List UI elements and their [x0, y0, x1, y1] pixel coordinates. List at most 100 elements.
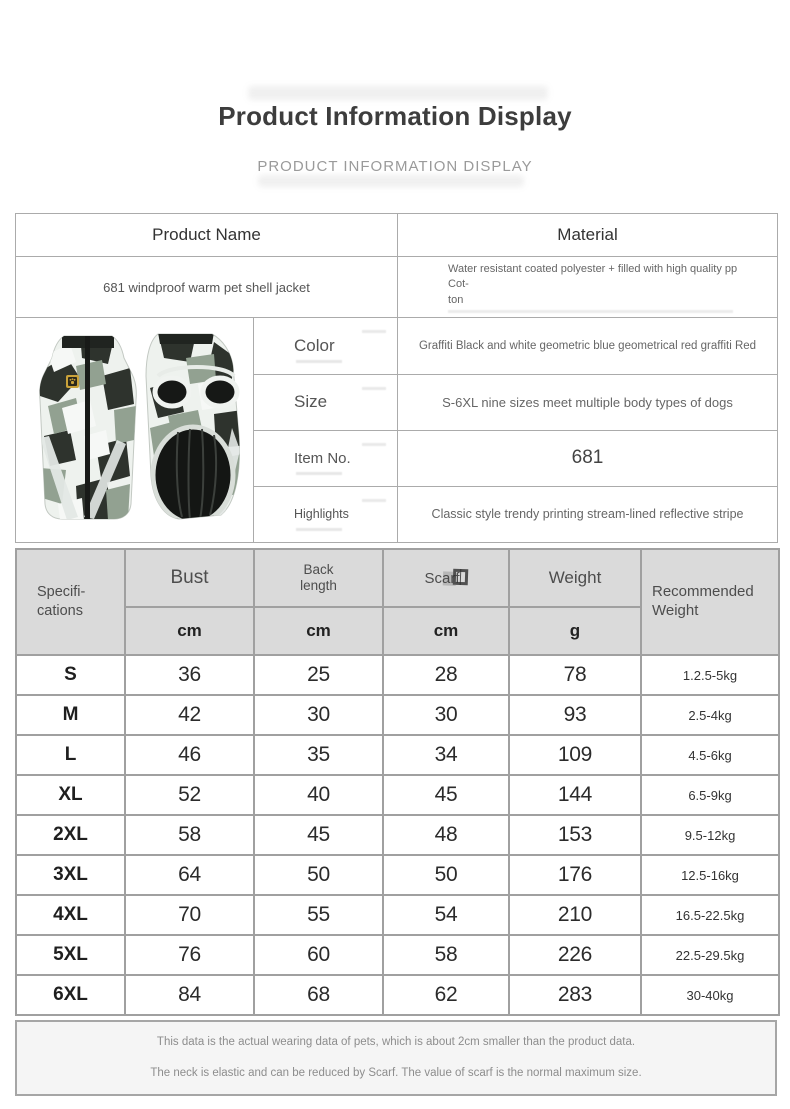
info-table-row: Size S-6XL nine sizes meet multiple body…: [16, 373, 779, 432]
recommended-weight-value: 22.5-29.5kg: [640, 934, 780, 976]
column-header-back-length: Back length: [253, 548, 384, 608]
unit-cell: cm: [253, 606, 384, 656]
size-chart-header-row: Specifi- cations Bust Back length Scarf …: [15, 548, 780, 656]
size-label: L: [15, 734, 126, 776]
table-row: 2XL 58 45 48 153 9.5-12kg: [15, 814, 780, 856]
size-note-box: This data is the actual wearing data of …: [15, 1020, 777, 1096]
note-line: This data is the actual wearing data of …: [156, 1036, 636, 1048]
size-label: 5XL: [15, 934, 126, 976]
recommended-weight-value: 12.5-16kg: [640, 854, 780, 896]
bust-value: 46: [124, 734, 255, 776]
back-length-value: 45: [253, 814, 384, 856]
weight-value: 283: [508, 974, 642, 1016]
info-row-value: Classic style trendy printing stream-lin…: [397, 485, 779, 544]
size-chart-body: S 36 25 28 78 1.2.5-5kg M 42 30 30 93 2.5-4kg L 46 35 3…: [15, 654, 780, 1016]
size-label: 4XL: [15, 894, 126, 936]
size-label: M: [15, 694, 126, 736]
unit-cell: g: [508, 606, 642, 656]
size-label: 2XL: [15, 814, 126, 856]
recommended-weight-value: 1.2.5-5kg: [640, 654, 780, 696]
overlapping-character-artifact: [452, 568, 468, 585]
back-length-value: 40: [253, 774, 384, 816]
product-photo: [15, 317, 254, 544]
material-header: Material: [397, 213, 779, 257]
recommended-weight-value: 6.5-9kg: [640, 774, 780, 816]
info-table-row: Color Graffiti Black and white geometric…: [15, 317, 779, 544]
table-row: 6XL 84 68 62 283 30-40kg: [15, 974, 780, 1016]
column-header-weight: Weight: [508, 548, 642, 608]
ghost-watermark: [248, 86, 548, 100]
back-length-value: 35: [253, 734, 384, 776]
material-line: ton: [448, 293, 464, 306]
info-row-value: S-6XL nine sizes meet multiple body type…: [397, 373, 779, 432]
back-length-value: 30: [253, 694, 384, 736]
info-row-label: Size: [252, 373, 399, 432]
info-row-label: Color: [252, 317, 399, 375]
recommended-weight-value: 9.5-12kg: [640, 814, 780, 856]
scarf-value: 30: [382, 694, 510, 736]
table-row: 5XL 76 60 58 226 22.5-29.5kg: [15, 934, 780, 976]
info-table-header-row: Product Name Material: [14, 213, 779, 257]
scarf-value: 34: [382, 734, 510, 776]
back-length-value: 55: [253, 894, 384, 936]
table-row: M 42 30 30 93 2.5-4kg: [15, 694, 780, 736]
bust-value: 52: [124, 774, 255, 816]
column-header-bust: Bust: [124, 548, 255, 608]
info-table: Product Name Material 681 windproof warm…: [14, 213, 779, 544]
recommended-weight-value: 2.5-4kg: [640, 694, 780, 736]
product-name-value: 681 windproof warm pet shell jacket: [14, 255, 399, 319]
recommended-weight-value: 30-40kg: [640, 974, 780, 1016]
page-title: Product Information Display: [218, 101, 572, 131]
weight-value: 93: [508, 694, 642, 736]
note-line: The neck is elastic and can be reduced b…: [150, 1067, 642, 1079]
info-table-row: Highlights Classic style trendy printing…: [16, 485, 779, 544]
size-chart-table: Specifi- cations Bust Back length Scarf …: [15, 548, 780, 1016]
scarf-value: 50: [382, 854, 510, 896]
scarf-value: 54: [382, 894, 510, 936]
scarf-value: 45: [382, 774, 510, 816]
size-label: 3XL: [15, 854, 126, 896]
scarf-value: 58: [382, 934, 510, 976]
paw-logo-patch: [65, 375, 79, 389]
back-length-value: 68: [253, 974, 384, 1016]
page-subtitle: PRODUCT INFORMATION DISPLAY: [257, 158, 533, 175]
info-row-value: Graffiti Black and white geometric blue …: [397, 317, 779, 375]
bust-value: 84: [124, 974, 255, 1016]
scarf-value: 62: [382, 974, 510, 1016]
recommended-weight-value: 4.5-6kg: [640, 734, 780, 776]
info-table-row: Item No. 681: [16, 430, 779, 487]
bust-value: 36: [124, 654, 255, 696]
size-label: 6XL: [15, 974, 126, 1016]
info-row-value: 681: [397, 430, 779, 487]
ghost-watermark: [258, 175, 524, 187]
weight-value: 226: [508, 934, 642, 976]
product-name-header: Product Name: [14, 213, 399, 257]
bust-value: 58: [124, 814, 255, 856]
bust-value: 42: [124, 694, 255, 736]
info-row-label: Item No.: [252, 430, 399, 487]
table-row: 3XL 64 50 50 176 12.5-16kg: [15, 854, 780, 896]
unit-cell: cm: [124, 606, 255, 656]
weight-value: 109: [508, 734, 642, 776]
pet-vest-illustration: [38, 333, 240, 520]
specifications-header: Specifi- cations: [15, 548, 126, 656]
scarf-value: 48: [382, 814, 510, 856]
weight-value: 210: [508, 894, 642, 936]
info-table-row: 681 windproof warm pet shell jacket Wate…: [14, 255, 779, 319]
back-length-value: 50: [253, 854, 384, 896]
bust-value: 64: [124, 854, 255, 896]
table-row: XL 52 40 45 144 6.5-9kg: [15, 774, 780, 816]
back-length-value: 25: [253, 654, 384, 696]
recommended-weight-header: Recommended Weight: [640, 548, 780, 656]
info-row-label: Highlights: [252, 485, 399, 544]
material-value: Water resistant coated polyester + fille…: [397, 255, 779, 319]
weight-value: 176: [508, 854, 642, 896]
bust-value: 76: [124, 934, 255, 976]
ghost-watermark: [448, 310, 734, 314]
table-row: S 36 25 28 78 1.2.5-5kg: [15, 654, 780, 696]
table-row: L 46 35 34 109 4.5-6kg: [15, 734, 780, 776]
size-chart-units-row: cm cm cm g: [16, 606, 779, 656]
weight-value: 144: [508, 774, 642, 816]
scarf-value: 28: [382, 654, 510, 696]
column-header-scarf: Scarf: [382, 548, 510, 608]
